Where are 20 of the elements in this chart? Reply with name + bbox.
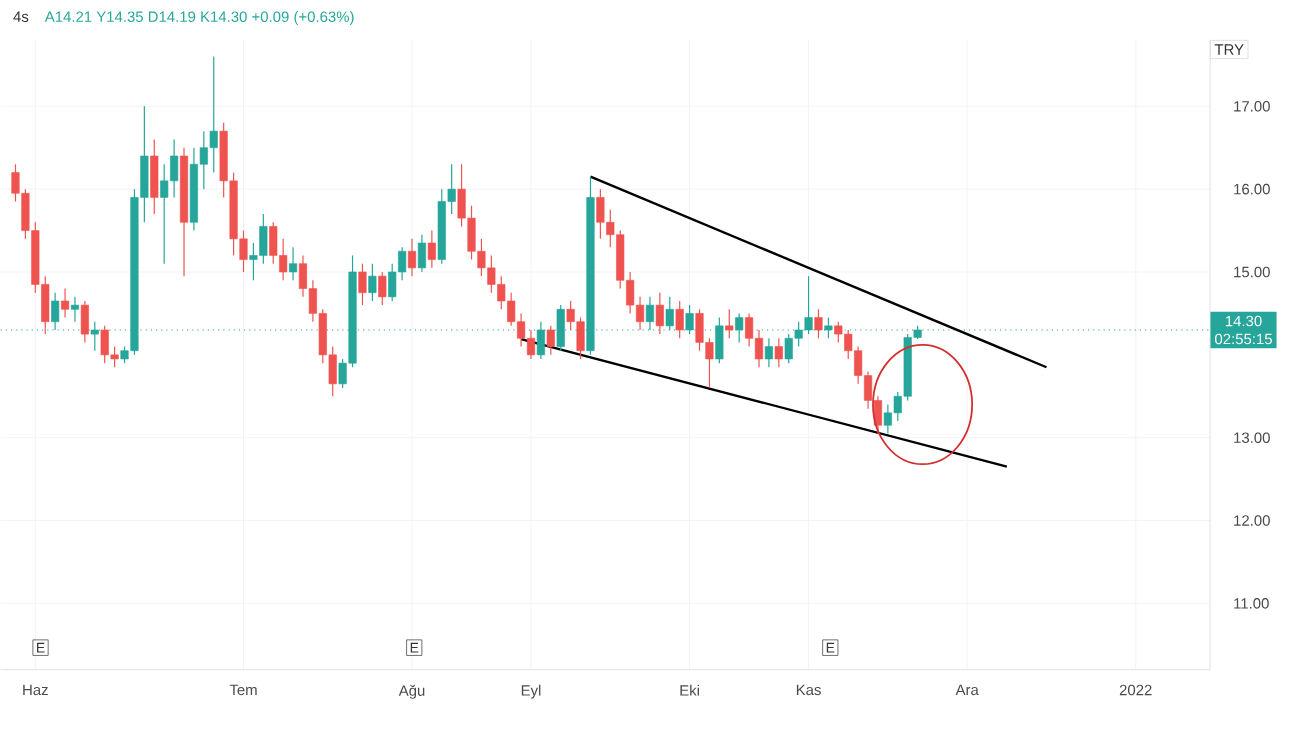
candlestick	[774, 337, 783, 369]
candlestick	[368, 263, 377, 302]
candlestick	[655, 292, 664, 335]
candlestick	[417, 234, 427, 273]
candlestick	[427, 230, 436, 269]
candlestick	[735, 312, 744, 344]
candlestick	[407, 238, 417, 277]
candlestick	[675, 300, 684, 340]
candlestick	[824, 317, 833, 340]
candlestick	[289, 246, 298, 282]
candlestick	[546, 325, 555, 356]
candlestick	[814, 308, 823, 340]
candlestick	[725, 308, 734, 340]
candlestick	[378, 271, 387, 306]
candlestick	[80, 300, 89, 344]
candlestick	[764, 337, 773, 369]
candlestick	[70, 296, 80, 323]
candlestick	[358, 263, 367, 306]
candlestick	[150, 138, 159, 215]
candlestick	[60, 288, 70, 319]
